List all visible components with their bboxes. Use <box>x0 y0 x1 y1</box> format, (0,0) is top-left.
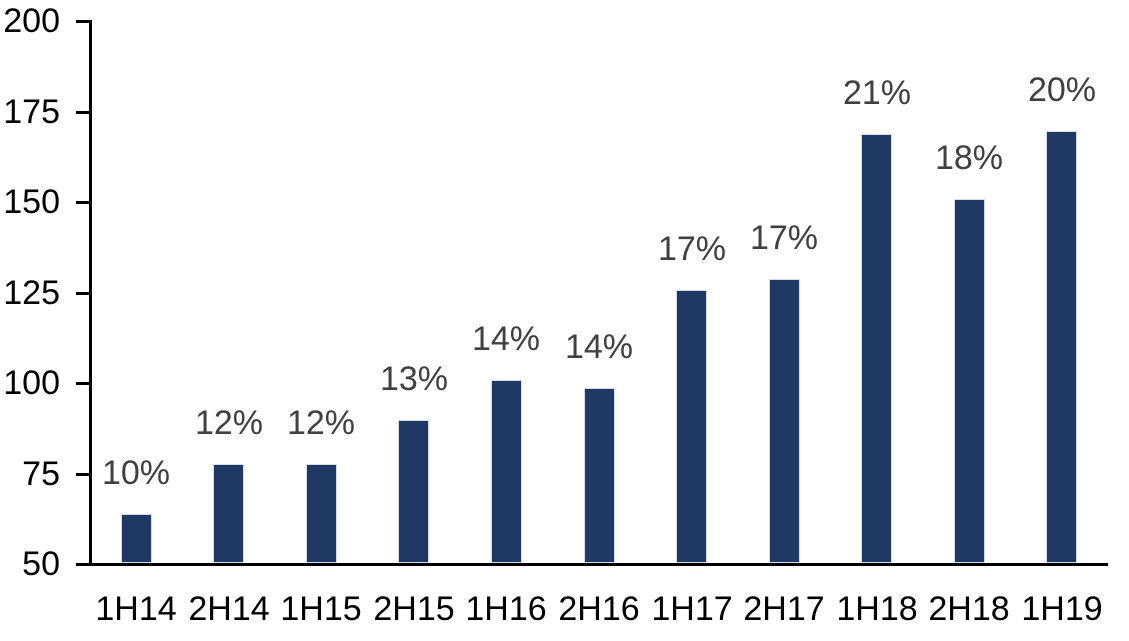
bar-2h18 <box>954 199 985 563</box>
x-tick-label: 1H14 <box>95 590 177 628</box>
bar-1h19 <box>1046 131 1077 563</box>
bar-2h16 <box>584 388 615 563</box>
y-tick-label: 175 <box>3 93 60 131</box>
x-tick-label: 1H18 <box>836 590 918 628</box>
y-tick-label: 150 <box>3 183 60 221</box>
bar-value-label: 12% <box>194 404 264 442</box>
x-tick-label: 1H16 <box>465 590 547 628</box>
y-tick-label: 200 <box>3 2 60 40</box>
x-tick-label: 1H15 <box>280 590 362 628</box>
y-tick-label: 100 <box>3 364 60 402</box>
y-tick-mark <box>76 111 90 114</box>
bar-1h18 <box>861 134 892 563</box>
y-tick-mark <box>76 292 90 295</box>
bar-2h17 <box>769 279 800 563</box>
x-axis-line <box>76 563 1108 566</box>
x-tick-label: 2H16 <box>558 590 640 628</box>
y-tick-mark <box>76 382 90 385</box>
y-axis-line <box>89 20 92 566</box>
y-tick-label: 50 <box>22 545 60 583</box>
bar-2h15 <box>398 420 429 563</box>
bar-1h14 <box>121 514 152 563</box>
x-tick-label: 2H14 <box>188 590 270 628</box>
bar-value-label: 14% <box>564 328 634 366</box>
bar-value-label: 14% <box>471 320 541 358</box>
bar-value-label: 12% <box>286 404 356 442</box>
bar-2h14 <box>213 464 244 563</box>
bar-value-label: 20% <box>1027 71 1097 109</box>
bar-value-label: 17% <box>657 230 727 268</box>
bar-value-label: 21% <box>842 74 912 112</box>
x-tick-label: 1H19 <box>1021 590 1103 628</box>
x-tick-label: 2H15 <box>373 590 455 628</box>
y-tick-label: 75 <box>22 455 60 493</box>
x-tick-label: 1H17 <box>651 590 733 628</box>
y-tick-mark <box>76 563 90 566</box>
bar-value-label: 13% <box>379 360 449 398</box>
y-tick-mark <box>76 20 90 23</box>
y-tick-label: 125 <box>3 274 60 312</box>
y-tick-mark <box>76 473 90 476</box>
bar-1h16 <box>491 380 522 563</box>
bar-value-label: 18% <box>934 139 1004 177</box>
x-tick-label: 2H17 <box>743 590 825 628</box>
y-tick-mark <box>76 201 90 204</box>
x-tick-label: 2H18 <box>928 590 1010 628</box>
bar-value-label: 17% <box>749 219 819 257</box>
bar-1h17 <box>676 290 707 563</box>
bar-value-label: 10% <box>101 454 171 492</box>
bar-1h15 <box>306 464 337 563</box>
